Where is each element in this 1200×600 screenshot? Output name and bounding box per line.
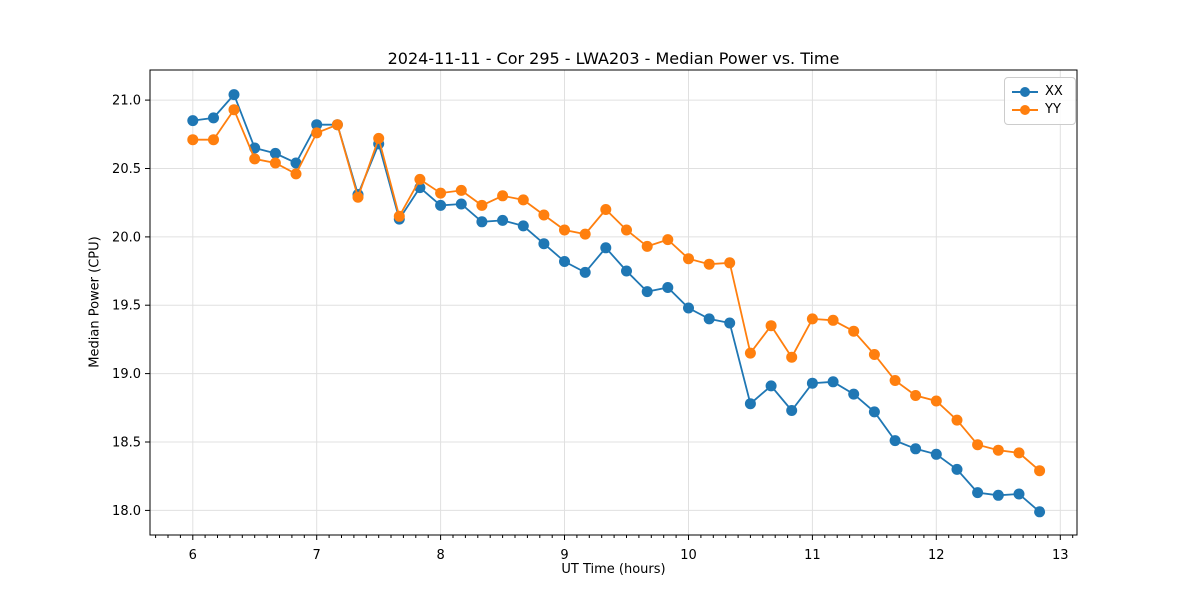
y-axis-label: Median Power (CPU) bbox=[87, 236, 103, 368]
svg-text:9: 9 bbox=[560, 548, 568, 563]
svg-text:18.5: 18.5 bbox=[112, 436, 141, 451]
legend-label-xx: XX bbox=[1045, 84, 1063, 99]
svg-text:11: 11 bbox=[804, 548, 821, 563]
svg-text:19.0: 19.0 bbox=[112, 367, 141, 382]
line-marker-icon bbox=[1012, 104, 1038, 116]
svg-text:20.0: 20.0 bbox=[112, 230, 141, 245]
svg-text:8: 8 bbox=[436, 548, 444, 563]
svg-text:10: 10 bbox=[680, 548, 697, 563]
svg-text:7: 7 bbox=[313, 548, 321, 563]
svg-text:12: 12 bbox=[928, 548, 945, 563]
svg-text:6: 6 bbox=[189, 548, 197, 563]
svg-text:20.5: 20.5 bbox=[112, 162, 141, 177]
svg-text:13: 13 bbox=[1052, 548, 1069, 563]
legend-item-yy: YY bbox=[1012, 101, 1067, 119]
legend-label-yy: YY bbox=[1045, 102, 1061, 117]
svg-text:18.0: 18.0 bbox=[112, 504, 141, 519]
x-axis-label: UT Time (hours) bbox=[561, 562, 666, 577]
svg-text:21.0: 21.0 bbox=[112, 94, 141, 109]
chart-title: 2024-11-11 - Cor 295 - LWA203 - Median P… bbox=[387, 49, 840, 68]
line-marker-icon bbox=[1012, 86, 1038, 98]
legend: XX YY bbox=[1004, 77, 1076, 125]
legend-item-xx: XX bbox=[1012, 83, 1067, 101]
svg-text:19.5: 19.5 bbox=[112, 299, 141, 314]
